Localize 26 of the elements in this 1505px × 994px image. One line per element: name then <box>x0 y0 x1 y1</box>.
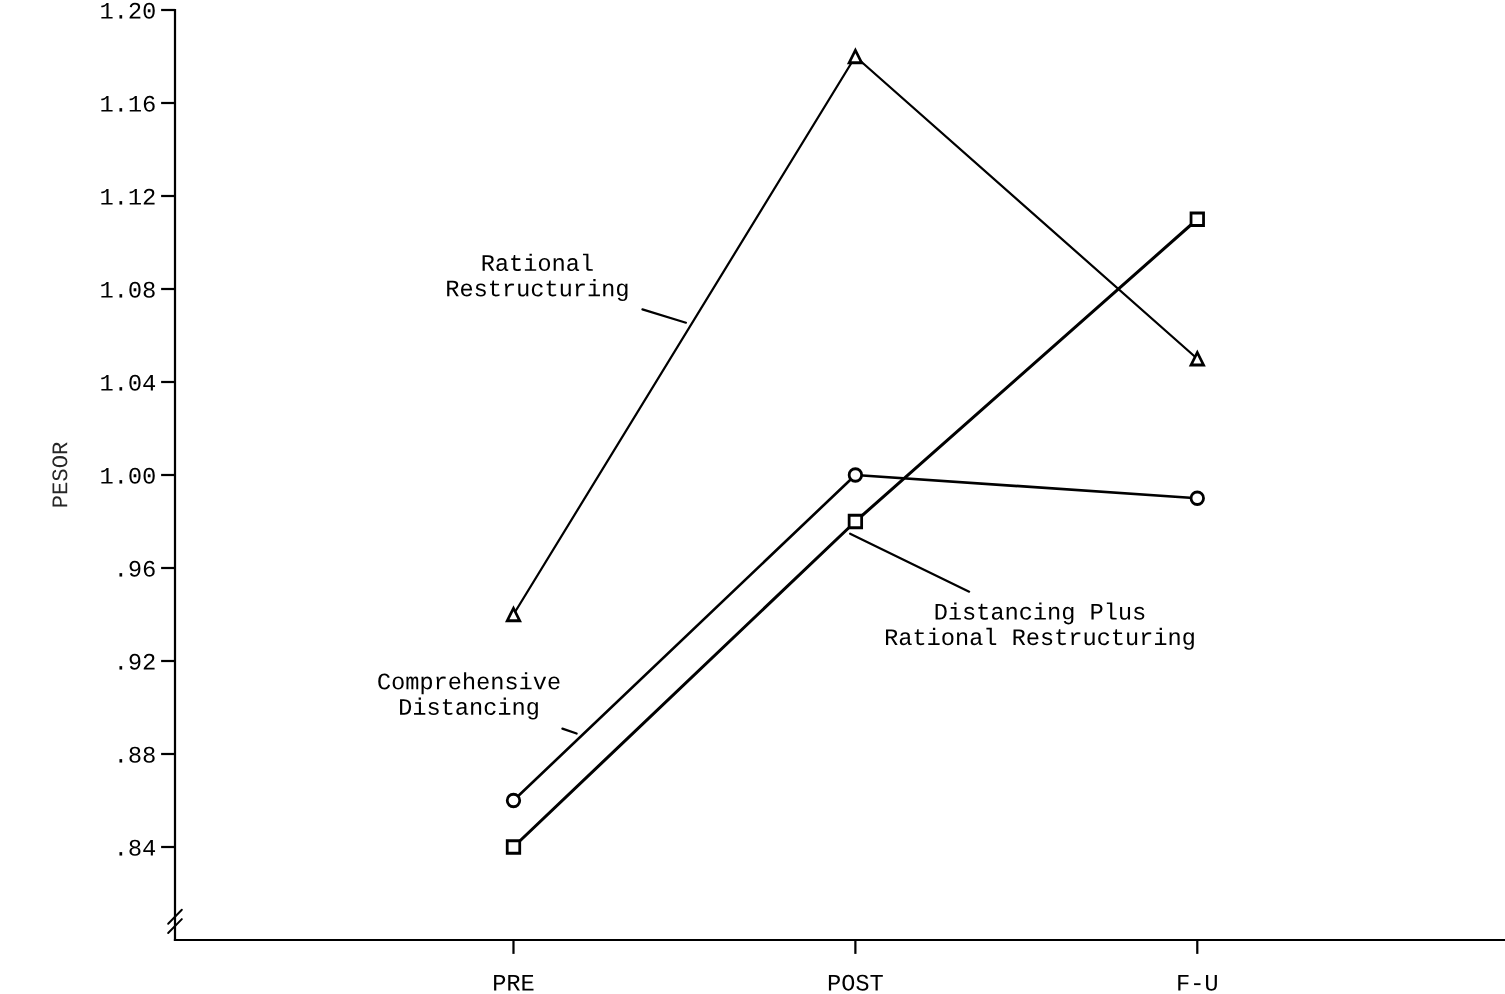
x-tick-label: POST <box>828 974 883 991</box>
text: Distancing Plus Rational Restructuring <box>886 602 1194 650</box>
point <box>847 48 864 65</box>
series-label: Comprehensive Distancing <box>378 672 560 720</box>
y-tick-label: .88 <box>119 746 155 763</box>
point <box>847 467 864 483</box>
y-tick-label: 1.12 <box>101 188 155 205</box>
point <box>505 792 522 809</box>
text: Rational Restructuring <box>447 253 628 302</box>
y-axis-title: PESOR <box>52 442 68 507</box>
x-tick-label: F-U <box>1178 974 1217 991</box>
y-tick-label: 1.20 <box>101 2 155 19</box>
y-tick-label: 1.04 <box>101 374 156 391</box>
point <box>505 606 522 623</box>
y-tick-label: 1.16 <box>101 95 155 112</box>
x-tick-label: PRE <box>494 974 534 991</box>
y-tick-label: 1.08 <box>101 281 155 298</box>
point <box>1189 490 1205 506</box>
y-tick-label: .96 <box>119 560 155 577</box>
point <box>505 839 522 855</box>
y-tick-label: .92 <box>119 653 155 670</box>
point <box>847 513 864 530</box>
point <box>1189 351 1205 367</box>
point <box>1189 211 1205 227</box>
y-tick-label: 1.00 <box>101 467 155 484</box>
y-tick-label: .84 <box>119 839 156 856</box>
